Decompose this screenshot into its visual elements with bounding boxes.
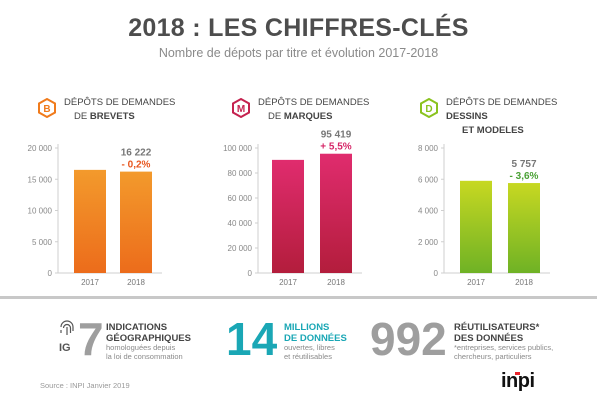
y-tick-label: 15 000 bbox=[28, 175, 53, 184]
y-tick-label: 60 000 bbox=[228, 194, 253, 203]
source-note: Source : INPI Janvier 2019 bbox=[40, 381, 130, 390]
inpi-logo: inpi bbox=[501, 370, 535, 392]
y-tick-label: 10 000 bbox=[28, 207, 53, 216]
kpi-reutilisateurs-number: 992 bbox=[370, 313, 447, 365]
annotation-value: 5 757 bbox=[511, 159, 536, 170]
kpi-indications-number: 7 bbox=[78, 313, 104, 365]
y-tick-label: 20 000 bbox=[28, 144, 53, 153]
hexagon-d-icon: D bbox=[420, 98, 438, 118]
section-dessins-bold1: DESSINS bbox=[446, 111, 488, 122]
bar-2018 bbox=[508, 183, 540, 273]
y-tick-label: 6 000 bbox=[418, 175, 439, 184]
bar-2018 bbox=[320, 153, 352, 273]
chart-dessins: 0 2 000 4 000 6 000 8 000 2017 2018 5 757- 3,6% bbox=[418, 144, 550, 287]
section-dessins-line1: DÉPÔTS DE DEMANDES bbox=[446, 97, 558, 108]
kpi-reutilisateurs-sub1: *entreprises, services publics, bbox=[454, 343, 554, 352]
hexagon-b-letter: B bbox=[43, 104, 50, 115]
hexagon-d-letter: D bbox=[425, 104, 432, 115]
logo-accent bbox=[515, 372, 520, 375]
chart-brevets: 0 5 000 10 000 15 000 20 000 2017 2018 16 222- … bbox=[28, 144, 162, 287]
y-tick-label: 5 000 bbox=[32, 238, 53, 247]
annotation-change: - 3,6% bbox=[510, 171, 539, 182]
y-tick-label: 0 bbox=[248, 269, 253, 278]
kpi-ig-badge: IG bbox=[59, 342, 71, 354]
y-tick-label: 4 000 bbox=[418, 207, 439, 216]
page-title: 2018 : LES CHIFFRES-CLÉS bbox=[128, 14, 469, 42]
kpi-indications-sub1: homologuées depuis bbox=[106, 343, 176, 352]
kpi-indications-label2: GÉOGRAPHIQUES bbox=[106, 333, 191, 344]
kpi-indications-sub2: la loi de consommation bbox=[106, 351, 183, 361]
hexagon-b-icon: B bbox=[38, 98, 56, 118]
kpi-donnees-label1: MILLIONS bbox=[284, 322, 330, 333]
y-tick-label: 100 000 bbox=[223, 144, 252, 153]
annotation-change: - 0,2% bbox=[122, 160, 151, 171]
bar-2017 bbox=[74, 169, 106, 273]
annotation-value: 95 419 bbox=[321, 130, 352, 141]
y-tick-label: 8 000 bbox=[418, 144, 439, 153]
x-tick-label: 2017 bbox=[279, 278, 297, 287]
section-marques-line1: DÉPÔTS DE DEMANDES bbox=[258, 97, 370, 108]
annotation-change: + 5,5% bbox=[320, 142, 352, 153]
y-tick-label: 20 000 bbox=[228, 244, 253, 253]
x-tick-label: 2018 bbox=[515, 278, 533, 287]
y-tick-label: 80 000 bbox=[228, 169, 253, 178]
y-tick-label: 40 000 bbox=[228, 219, 253, 228]
y-tick-label: 2 000 bbox=[418, 238, 439, 247]
section-brevets-bold: BREVETS bbox=[89, 111, 135, 122]
y-tick-label: 0 bbox=[48, 269, 53, 278]
y-tick-label: 0 bbox=[434, 269, 439, 278]
kpi-reutilisateurs-sub2: chercheurs, particuliers bbox=[454, 351, 532, 361]
section-brevets-line1: DÉPÔTS DE DEMANDES bbox=[64, 97, 176, 108]
section-dessins-bold2: ET MODELES bbox=[462, 125, 524, 136]
kpi-reutilisateurs-label1: RÉUTILISATEURS* bbox=[454, 322, 540, 333]
annotation-value: 16 222 bbox=[121, 148, 152, 159]
kpi-donnees-number: 14 bbox=[226, 313, 278, 365]
x-tick-label: 2017 bbox=[81, 278, 99, 287]
bar-2018 bbox=[120, 171, 152, 273]
kpi-reutilisateurs-label2: DES DONNÉES bbox=[454, 333, 524, 344]
x-tick-label: 2018 bbox=[127, 278, 145, 287]
bar-2017 bbox=[460, 180, 492, 273]
kpi-donnees-sub2: et réutilisables bbox=[284, 351, 332, 361]
x-tick-label: 2018 bbox=[327, 278, 345, 287]
kpi-donnees-label2: DE DONNÉES bbox=[284, 333, 347, 344]
section-marques-bold: MARQUES bbox=[283, 111, 333, 122]
bar-2017 bbox=[272, 159, 304, 273]
x-tick-label: 2017 bbox=[467, 278, 485, 287]
divider bbox=[0, 296, 597, 299]
section-marques-prefix: DE bbox=[268, 111, 284, 122]
kpi-donnees-sub1: ouvertes, libres bbox=[284, 343, 335, 352]
fingerprint-icon bbox=[60, 320, 74, 335]
chart-marques: 0 20 000 40 000 60 000 80 000 100 000 2017 2018… bbox=[223, 130, 362, 287]
hexagon-m-letter: M bbox=[237, 104, 245, 115]
page-subtitle: Nombre de dépots par titre et évolution … bbox=[158, 46, 439, 60]
kpi-indications-label1: INDICATIONS bbox=[106, 322, 168, 333]
section-brevets-prefix: DE bbox=[74, 111, 90, 122]
hexagon-m-icon: M bbox=[232, 98, 250, 118]
